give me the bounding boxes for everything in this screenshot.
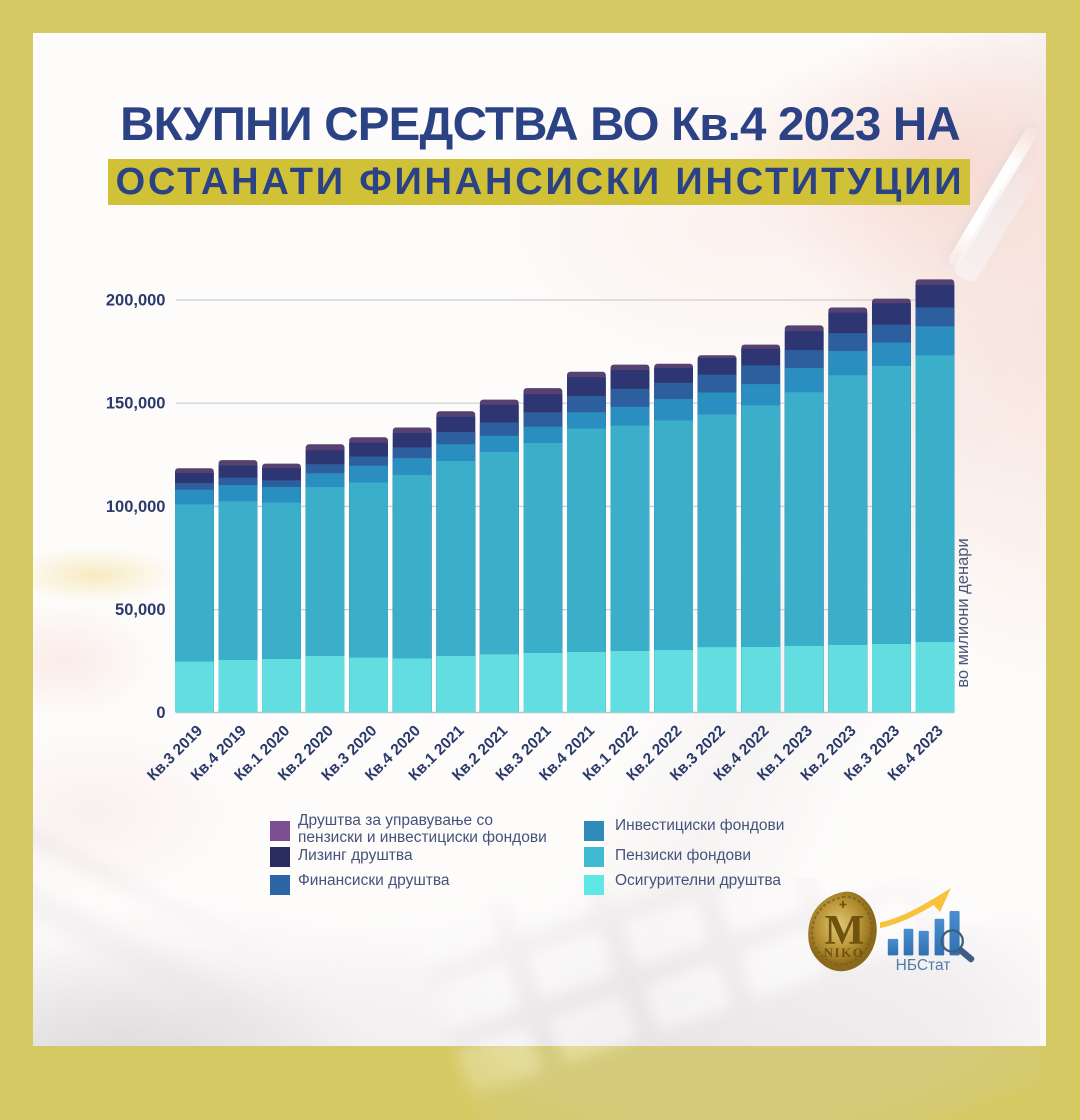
svg-text:во милиони денари: во милиони денари <box>954 538 972 687</box>
svg-text:150,000: 150,000 <box>106 395 166 413</box>
svg-text:M: M <box>825 908 865 954</box>
svg-text:НБСтат: НБСтат <box>896 957 951 974</box>
svg-text:NIKO: NIKO <box>824 945 865 960</box>
svg-text:200,000: 200,000 <box>106 292 166 310</box>
svg-text:50,000: 50,000 <box>115 601 165 619</box>
svg-text:0: 0 <box>156 704 165 722</box>
svg-text:100,000: 100,000 <box>106 498 166 516</box>
